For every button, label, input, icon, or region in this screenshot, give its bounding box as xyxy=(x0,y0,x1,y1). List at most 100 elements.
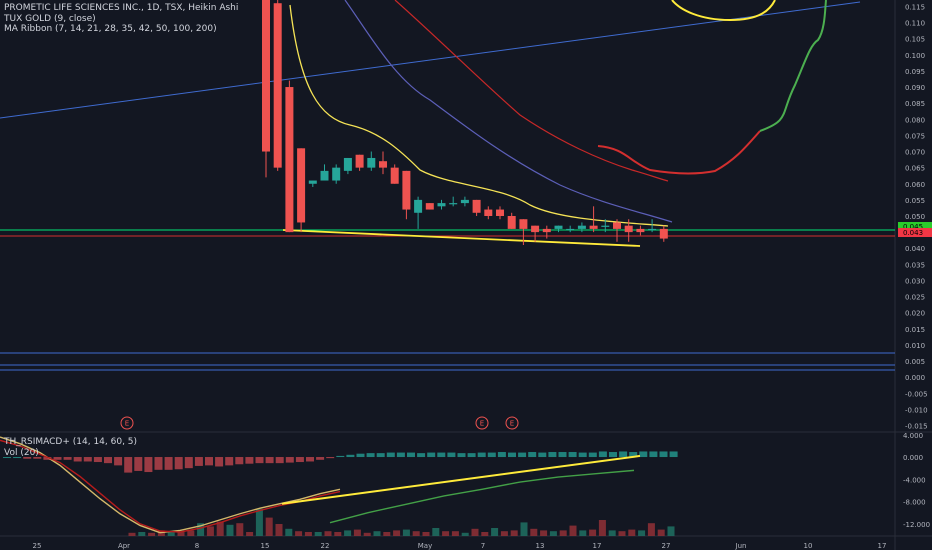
macd-tick-label: -4.000 xyxy=(903,476,926,484)
price-tick-label: 0.030 xyxy=(905,277,925,285)
indicator-legend-ma-ribbon[interactable]: MA Ribbon (7, 14, 21, 28, 35, 42, 50, 10… xyxy=(4,24,217,34)
candle-body xyxy=(507,216,516,229)
price-tick-label: 0.075 xyxy=(905,132,925,140)
price-tick-label: 0.080 xyxy=(905,116,925,124)
macd-histogram-bar xyxy=(356,453,365,458)
macd-histogram-bar xyxy=(568,452,577,458)
price-tick-label: 0.020 xyxy=(905,310,925,318)
macd-histogram-bar xyxy=(548,452,557,458)
indicator-legend-macd[interactable]: TH_RSIMACD+ (14, 14, 60, 5) xyxy=(4,437,138,447)
macd-histogram-bar xyxy=(508,452,516,458)
macd-histogram-bar xyxy=(538,452,547,458)
volume-bar xyxy=(216,521,224,536)
macd-histogram-bar xyxy=(609,452,617,458)
candle-body xyxy=(379,161,387,168)
candle-body xyxy=(531,225,540,233)
candle-body xyxy=(402,170,411,210)
macd-histogram-bar xyxy=(598,451,607,458)
macd-histogram-bar xyxy=(336,455,345,458)
time-tick-label: 8 xyxy=(195,542,199,550)
volume-bar xyxy=(451,531,459,536)
time-tick-label: 22 xyxy=(321,542,330,550)
price-tick-label: -0.015 xyxy=(905,423,928,431)
price-tick-label: 0.055 xyxy=(905,197,925,205)
macd-histogram-bar xyxy=(407,452,415,458)
indicator-legend-tux[interactable]: TUX GOLD (9, close) xyxy=(4,14,96,24)
candle-body xyxy=(297,148,306,223)
candle-body xyxy=(542,228,551,233)
volume-bar xyxy=(206,526,214,536)
candle-body xyxy=(601,225,610,227)
time-tick-label: Jun xyxy=(735,542,747,550)
candle-body xyxy=(425,203,434,210)
macd-histogram-bar xyxy=(164,457,173,470)
volume-bar xyxy=(549,531,557,536)
macd-lines xyxy=(0,436,641,534)
candle-body xyxy=(273,3,282,168)
price-axis[interactable]: 0.115 0.110 0.105 0.100 0.095 0.090 0.085 0.080… xyxy=(903,3,930,528)
candle-body xyxy=(320,170,329,181)
volume-bar xyxy=(383,532,391,536)
time-tick-label: 13 xyxy=(536,542,545,550)
volume-bar xyxy=(412,531,420,536)
macd-histogram-bar xyxy=(619,451,628,458)
macd-histogram-bar xyxy=(73,457,82,462)
volume-bar xyxy=(275,524,283,536)
candle-body xyxy=(636,228,645,233)
macd-histogram-bar xyxy=(205,457,213,466)
macd-histogram-bar xyxy=(437,452,446,458)
macd-histogram-bar xyxy=(93,457,102,463)
macd-histogram-bar xyxy=(467,453,476,458)
volume-bar xyxy=(314,532,322,536)
volume-bar xyxy=(628,529,636,536)
earnings-marker: E xyxy=(120,416,134,430)
earnings-marker-circle xyxy=(505,416,519,430)
volume-bar xyxy=(128,532,136,536)
macd-tick-label: 0.000 xyxy=(903,454,923,462)
candle-body xyxy=(589,225,598,229)
volume-bar xyxy=(598,520,606,536)
macd-histogram-bar xyxy=(63,457,72,460)
price-tick-label: 0.090 xyxy=(905,84,925,92)
macd-histogram-bar xyxy=(83,457,92,462)
macd-tick-label: 4.000 xyxy=(903,432,923,440)
macd-histogram-bar xyxy=(144,457,153,473)
volume-bar xyxy=(363,532,371,536)
volume-bar xyxy=(167,531,175,536)
macd-line xyxy=(0,439,341,533)
macd-histogram-bar xyxy=(518,452,527,458)
earnings-marker-circle xyxy=(120,416,134,430)
volume-bar xyxy=(589,529,597,536)
macd-histogram-bar xyxy=(457,453,466,458)
volume-bar xyxy=(344,530,352,536)
yellow-curve-top xyxy=(671,0,776,22)
time-tick-label: 7 xyxy=(481,542,485,550)
yellow-support-line xyxy=(282,229,641,247)
candle-body xyxy=(496,209,504,216)
volume-bar xyxy=(422,532,430,536)
macd-histogram-bar xyxy=(265,457,274,464)
time-tick-label: Apr xyxy=(118,542,130,550)
macd-histogram-bar xyxy=(558,452,567,458)
volume-bar xyxy=(236,523,244,536)
volume-bar xyxy=(491,528,499,536)
symbol-legend[interactable]: PROMETIC LIFE SCIENCES INC., 1D, TSX, He… xyxy=(4,3,239,13)
price-tick-label: 0.010 xyxy=(905,342,925,350)
price-tick-label: 0.000 xyxy=(905,374,925,382)
macd-tick-label: -12.000 xyxy=(903,521,930,529)
time-axis[interactable]: 25 Apr 8 15 22 May 7 13 17 27 Jun 10 17 xyxy=(33,542,887,550)
price-tick-label: 0.100 xyxy=(905,52,925,60)
macd-histogram-bar xyxy=(285,457,294,463)
trend-lines xyxy=(0,0,895,371)
volume-bar xyxy=(520,522,528,536)
volume-bar xyxy=(471,528,479,536)
price-tick-label: 0.025 xyxy=(905,294,925,302)
macd-histogram-bar xyxy=(629,452,638,458)
candle-body xyxy=(648,228,657,231)
macd-histogram-bar xyxy=(366,453,375,458)
ma-mid-line xyxy=(344,0,673,223)
indicator-legend-volume[interactable]: Vol (20) xyxy=(4,448,39,458)
volume-bar xyxy=(265,517,273,536)
